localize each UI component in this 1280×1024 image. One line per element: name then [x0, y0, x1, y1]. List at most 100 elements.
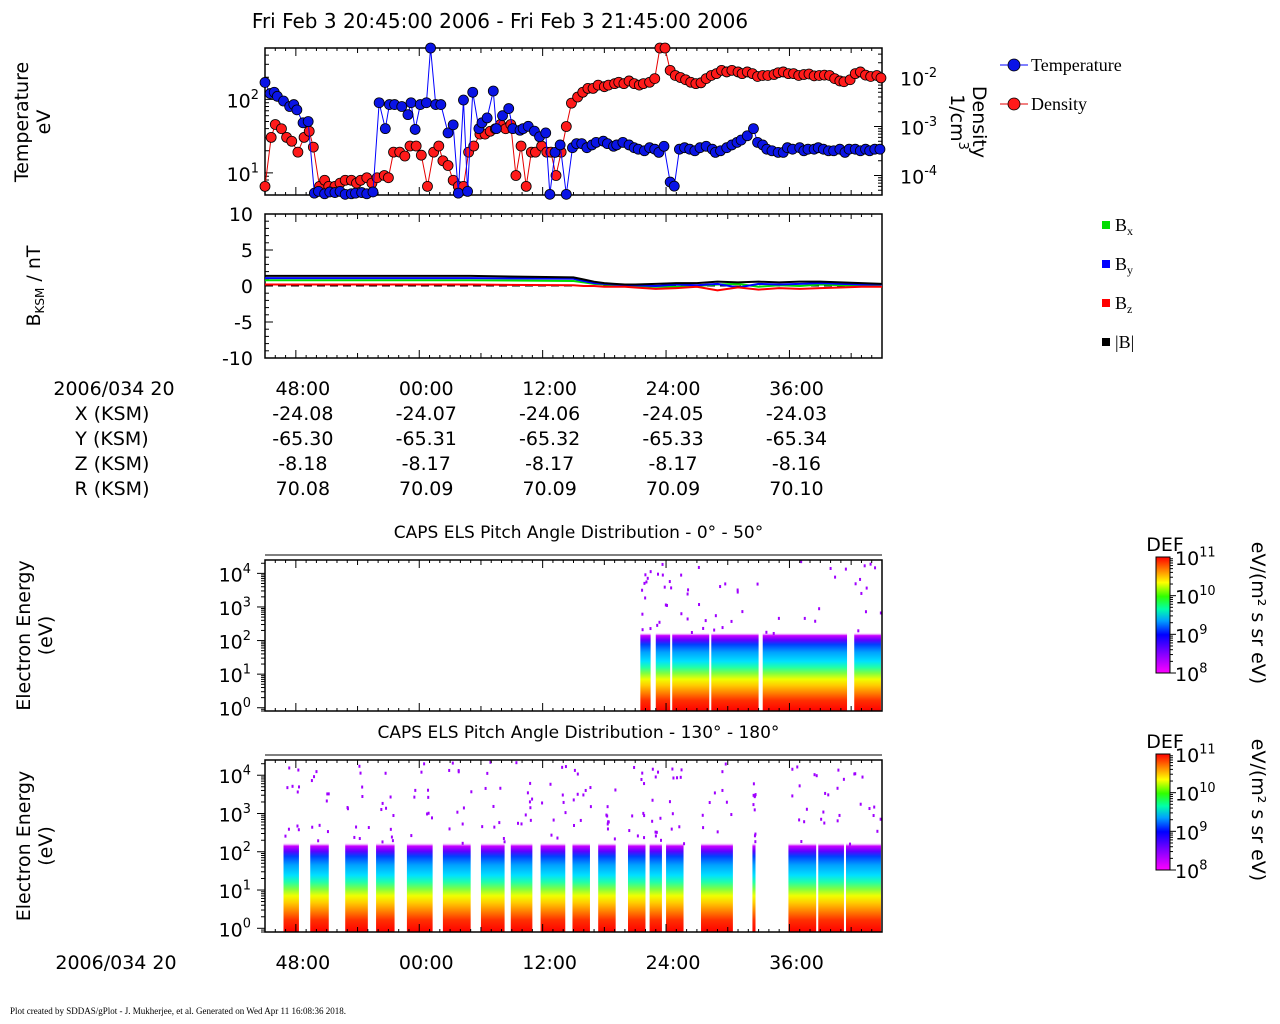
- y-tick-label-exp: 0: [243, 917, 251, 932]
- spectro-speckle: [656, 623, 659, 627]
- ephem-value: 70.10: [769, 478, 823, 500]
- spectro-speckle: [721, 626, 724, 630]
- y-tick-label-base: 10: [219, 881, 243, 903]
- spectro-speckle: [381, 801, 384, 805]
- series-point-density: [276, 123, 287, 135]
- spectro-speckle: [671, 812, 674, 816]
- spectro-speckle: [380, 808, 383, 812]
- spectro-speckle: [550, 833, 553, 837]
- spectro-speckle: [461, 822, 464, 826]
- spectro-speckle: [654, 830, 657, 834]
- spectro-speckle: [325, 799, 328, 803]
- spectro-speckle: [651, 767, 654, 771]
- series-point-temperature: [396, 101, 408, 112]
- spectro-speckle: [552, 818, 555, 822]
- colorbar-tick-label-exp: 9: [1199, 820, 1207, 835]
- spectro-speckle: [286, 786, 289, 790]
- spectro-data-block: [788, 760, 817, 932]
- spectro-speckle: [664, 603, 667, 607]
- spectro-speckle: [606, 822, 609, 826]
- spectro-speckle: [687, 588, 690, 592]
- series-point-temperature: [487, 85, 499, 97]
- spectro-speckle: [859, 802, 862, 806]
- spectro-speckle: [470, 790, 473, 794]
- spectro-data-block: [640, 560, 651, 711]
- spectro-speckle: [741, 610, 744, 614]
- bfield-ylabel-b: B: [23, 313, 45, 326]
- series-point-temperature: [748, 123, 759, 135]
- colorbar-label: DEF: [1146, 731, 1184, 753]
- ephem-value: -65.33: [642, 428, 703, 450]
- y-tick-label-base: 10: [219, 598, 243, 620]
- series-point-temperature: [435, 99, 447, 110]
- ephem-value: -8.17: [648, 453, 697, 475]
- spectro-speckle: [714, 614, 717, 618]
- series-line-by: [265, 277, 882, 289]
- spectro-speckle: [318, 823, 321, 827]
- spectro-speckle: [683, 842, 686, 846]
- spectro-data-block: [752, 760, 756, 932]
- spectro-speckle: [549, 782, 552, 786]
- spectro-speckle: [427, 795, 430, 799]
- y2-tick-label-exp: -4: [924, 164, 937, 179]
- series-point-density: [875, 72, 887, 84]
- spectro-speckle: [582, 793, 585, 797]
- spectro-speckle: [564, 765, 567, 769]
- y-tick-label-exp: 2: [251, 88, 259, 103]
- spectro-speckle: [736, 588, 739, 592]
- x-tick-label: 36:00: [769, 378, 824, 400]
- spectro-speckle: [721, 788, 724, 792]
- spectro-speckle: [874, 566, 877, 570]
- spectro-title: CAPS ELS Pitch Angle Distribution - 130°…: [378, 723, 780, 743]
- spectro-speckle: [670, 586, 673, 590]
- spectro-speckle: [716, 830, 719, 834]
- y2-tick-label-exp: -2: [924, 66, 937, 81]
- spectro-speckle: [502, 836, 505, 840]
- spectro-speckle: [861, 775, 864, 779]
- spectro-speckle: [752, 803, 755, 807]
- spectro-speckle: [654, 775, 657, 779]
- ephem-row-label: R (KSM): [75, 478, 150, 500]
- spectro-speckle: [420, 770, 423, 774]
- series-point-density: [510, 170, 522, 181]
- legend-marker-bz: [1102, 299, 1110, 307]
- legend-label-bz-main: B: [1115, 293, 1127, 313]
- spectro-data-block: [406, 760, 433, 932]
- spectro-speckle: [413, 795, 416, 799]
- spectro-speckle: [815, 774, 818, 778]
- spectro-speckle: [690, 631, 693, 635]
- spectro-speckle: [765, 630, 768, 634]
- y-tick-label: 104: [219, 562, 251, 587]
- page-title: Fri Feb 3 20:45:00 2006 - Fri Feb 3 21:4…: [252, 9, 748, 33]
- colorbar-tick-label-exp: 8: [1199, 858, 1207, 873]
- footer-credit: Plot created by SDDAS/gPlot - J. Mukherj…: [10, 1006, 346, 1016]
- spectro-speckle: [327, 792, 330, 796]
- spectro-data-block: [649, 760, 662, 932]
- spectro-speckle: [423, 762, 426, 766]
- series-line-bmag: [265, 274, 883, 286]
- spectro-data-block: [376, 760, 395, 932]
- series-point-temperature: [259, 77, 271, 88]
- spectro-speckle: [818, 607, 821, 611]
- series-point-temperature: [658, 140, 670, 152]
- spectro-speckle: [296, 824, 299, 828]
- moments-ylabel: Temperature: [11, 62, 33, 183]
- colorbar-tick-label-base: 10: [1175, 625, 1199, 647]
- spectro-speckle: [661, 573, 664, 577]
- ephem-row-label: X (KSM): [75, 403, 150, 425]
- spectro-speckle: [606, 827, 609, 831]
- spectro-speckle: [643, 814, 646, 818]
- ephem-date-label: 2006/034 20: [53, 378, 174, 400]
- spectro-speckle: [668, 800, 671, 804]
- spectro-speckle: [427, 788, 430, 792]
- spectro-speckle: [754, 840, 757, 844]
- spectro-data-block: [480, 760, 505, 932]
- spectro-speckle: [562, 800, 565, 804]
- ephem-value: -24.08: [272, 403, 333, 425]
- spectro-speckle: [721, 770, 724, 774]
- y-tick-label-base: 10: [219, 766, 243, 788]
- series-point-temperature: [458, 94, 469, 106]
- spectro-data-block: [666, 760, 684, 932]
- ephem-value: -8.17: [525, 453, 574, 475]
- spectro-speckle: [702, 626, 705, 630]
